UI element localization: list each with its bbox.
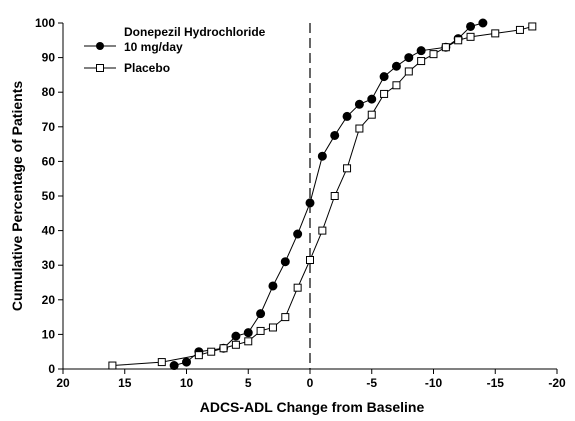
x-tick-label: -5 [366,376,377,390]
legend-marker-circle [96,42,104,50]
data-point-square [441,43,450,52]
data-point-square [194,351,203,360]
data-point-square [231,340,240,349]
legend-item-2: Placebo [84,61,170,75]
x-tick-label: -20 [548,376,566,390]
data-point-square [404,67,413,76]
data-point-square [108,361,117,370]
series-layer [108,18,537,371]
data-point-circle [379,72,389,82]
series-1 [169,18,488,371]
x-tick-label: 15 [118,376,132,390]
data-point-square [392,81,401,90]
data-point-square [417,57,426,66]
data-point-square [466,32,475,41]
data-point-circle [466,21,476,31]
data-point-circle [354,99,364,109]
data-point-square [244,337,253,346]
data-point-square [515,25,524,34]
data-point-circle [478,18,488,28]
data-point-circle [391,61,401,71]
y-tick-label: 30 [42,258,56,272]
data-point-square [256,326,265,335]
y-tick-label: 100 [35,16,55,30]
data-point-square [318,226,327,235]
data-point-square [268,323,277,332]
data-point-square [491,29,500,38]
y-tick-label: 90 [42,51,56,65]
series-line [112,25,533,367]
data-point-square [157,358,166,367]
data-point-circle [317,151,327,161]
x-tick-label: 10 [180,376,194,390]
data-point-square [528,22,537,31]
x-tick-label: -15 [487,376,505,390]
x-tick-label: 0 [307,376,314,390]
data-point-square [219,344,228,353]
x-tick-label: 20 [56,376,70,390]
data-point-circle [367,94,377,104]
y-tick-label: 20 [42,293,56,307]
y-tick-label: 60 [42,154,56,168]
data-point-circle [256,309,266,319]
data-point-square [207,347,216,356]
data-point-square [380,89,389,98]
y-tick-label: 10 [42,327,56,341]
data-point-square [343,164,352,173]
data-point-circle [416,46,426,56]
data-point-square [429,50,438,59]
data-point-circle [268,281,278,291]
legend-label: Placebo [124,61,170,75]
data-point-square [306,256,314,265]
legend-marker-square [96,64,104,72]
data-point-circle [293,229,303,239]
series-line [174,22,484,367]
legend-label: Donepezil Hydrochloride [124,25,266,39]
y-tick-label: 40 [42,224,56,238]
data-point-square [454,36,463,45]
y-tick-label: 50 [42,189,56,203]
legend-label: 10 mg/day [124,40,183,54]
data-point-circle [305,198,315,208]
y-tick-label: 70 [42,120,56,134]
data-point-circle [342,111,352,121]
data-point-circle [404,53,414,63]
y-tick-label: 0 [48,362,55,376]
y-axis-title: Cumulative Percentage of Patients [9,81,25,312]
data-point-circle [231,331,241,341]
y-tick-label: 80 [42,85,56,99]
x-tick-label: -10 [425,376,443,390]
data-point-circle [169,361,179,371]
x-axis-title: ADCS-ADL Change from Baseline [200,399,425,415]
data-point-circle [330,130,340,140]
data-point-square [330,192,339,200]
x-tick-label: 5 [245,376,252,390]
data-point-circle [182,357,191,367]
series-2 [108,22,537,370]
data-point-square [367,110,376,119]
data-point-circle [243,328,253,338]
data-point-circle [280,257,290,267]
data-point-square [293,283,302,292]
data-point-square [355,124,364,133]
data-point-square [281,313,290,322]
